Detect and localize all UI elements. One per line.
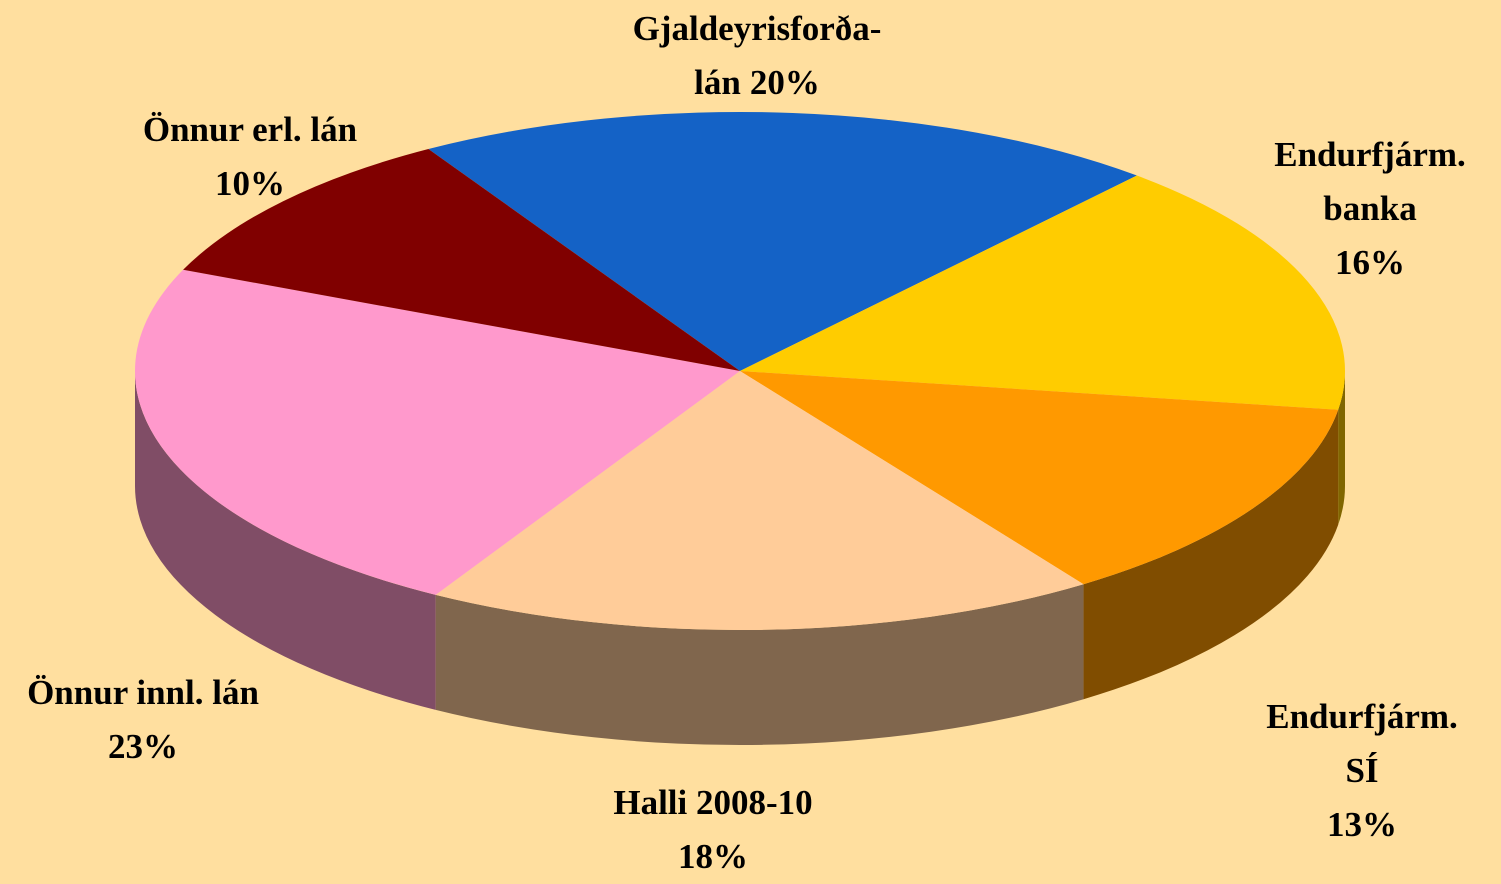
slice-side <box>135 371 436 710</box>
slice-side <box>1338 371 1345 525</box>
slice-label: Endurfjárm. SÍ 13% <box>1266 690 1458 852</box>
category-label: Halli 2008-10 <box>613 783 813 822</box>
slice-label: Önnur innl. lán 23% <box>27 666 259 774</box>
slice <box>183 148 741 371</box>
value-label: 20% <box>749 63 820 102</box>
slice <box>428 112 1137 371</box>
slice-label: Halli 2008-10 18% <box>613 776 812 884</box>
value-label: 10% <box>214 164 285 203</box>
category-label: Önnur erl. lán <box>142 110 358 149</box>
category-label: Endurfjárm. SÍ <box>1266 697 1458 790</box>
slice-label: Gjaldeyrisforða- lán 20% <box>633 2 882 110</box>
slice-label: Endurfjárm. banka 16% <box>1274 128 1466 290</box>
value-label: 16% <box>1335 243 1405 282</box>
slice <box>740 175 1345 410</box>
slice <box>435 371 1084 630</box>
slice-side <box>435 584 1084 745</box>
slice <box>135 269 740 595</box>
category-label: Endurfjárm. banka <box>1274 135 1466 228</box>
slice <box>740 371 1339 585</box>
category-label: Önnur innl. lán <box>27 673 259 712</box>
value-label: 23% <box>108 727 178 766</box>
slice-side <box>1083 409 1339 700</box>
category-label: Gjaldeyrisforða- lán <box>632 9 882 102</box>
value-label: 13% <box>1327 805 1397 844</box>
value-label: 18% <box>678 837 748 876</box>
slice-label: Önnur erl. lán 10% <box>143 103 357 211</box>
